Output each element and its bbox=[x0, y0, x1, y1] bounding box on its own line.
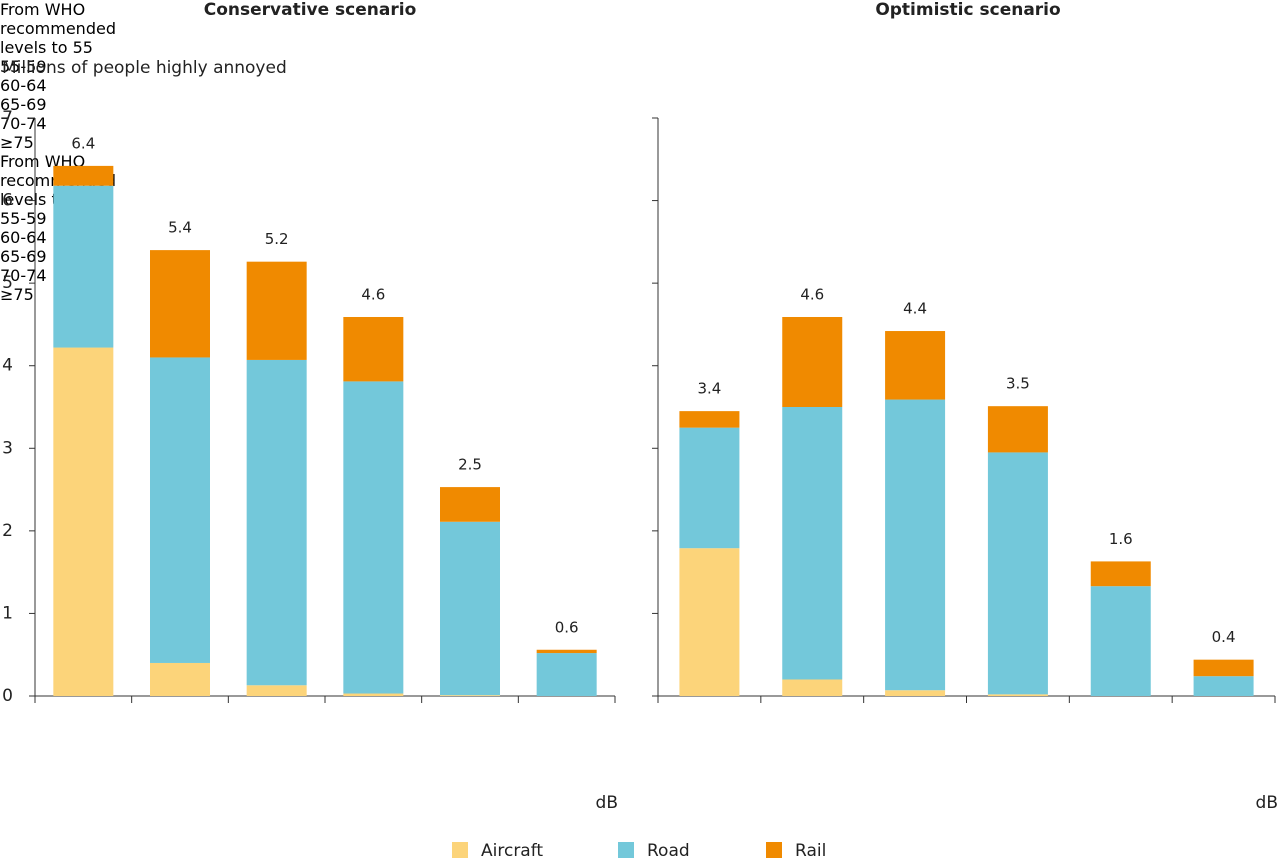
x-tick-label: ≥75 bbox=[0, 285, 34, 304]
bar-segment bbox=[150, 357, 210, 663]
x-tick-label: From WHO recommended levels to 55 bbox=[0, 0, 116, 57]
bar-segment bbox=[440, 521, 500, 696]
bar-segment bbox=[246, 685, 307, 696]
legend-label: Aircraft bbox=[481, 841, 543, 859]
total-label: 1.6 bbox=[1109, 530, 1133, 548]
bar-segment bbox=[53, 165, 114, 186]
x-tick-label: ≥75 bbox=[0, 133, 34, 152]
bar-segment bbox=[343, 693, 404, 696]
y-tick-label: 4 bbox=[2, 356, 13, 376]
bar-segment bbox=[246, 261, 307, 360]
total-label: 0.6 bbox=[555, 618, 579, 636]
bar-segment bbox=[536, 653, 597, 696]
y-tick-label: 0 bbox=[2, 686, 13, 706]
bar-segment bbox=[53, 185, 114, 348]
legend-label: Road bbox=[647, 841, 690, 859]
total-label: 5.2 bbox=[265, 230, 289, 248]
bar-segment bbox=[246, 359, 307, 686]
x-tick-label: 65-69 bbox=[0, 95, 47, 114]
bar-segment bbox=[782, 316, 843, 407]
bar-segment bbox=[782, 679, 843, 696]
chart-title: Optimistic scenario bbox=[875, 0, 1060, 20]
bar-segment bbox=[885, 331, 946, 400]
total-label: 3.5 bbox=[1006, 375, 1030, 393]
bar-segment bbox=[885, 399, 946, 691]
x-axis-label: dB bbox=[1256, 793, 1278, 813]
bar-segment bbox=[53, 347, 114, 696]
legend-swatch bbox=[766, 842, 782, 858]
total-label: 6.4 bbox=[71, 134, 95, 152]
y-tick-label: 6 bbox=[2, 191, 13, 211]
legend-swatch bbox=[452, 842, 468, 858]
bar-segment bbox=[1193, 659, 1254, 677]
total-label: 0.4 bbox=[1212, 628, 1236, 646]
bar-segment bbox=[1193, 676, 1254, 696]
x-tick-label: 60-64 bbox=[0, 76, 47, 95]
bar-segment bbox=[987, 452, 1048, 695]
bar-segment bbox=[1090, 586, 1151, 696]
legend-swatch bbox=[618, 842, 634, 858]
bar-segment bbox=[1090, 561, 1151, 587]
y-tick-label: 3 bbox=[2, 438, 13, 458]
y-tick-label: 7 bbox=[2, 108, 13, 128]
bar-segment bbox=[150, 662, 210, 696]
bar-segment bbox=[679, 548, 740, 696]
bar-segment bbox=[987, 406, 1048, 453]
total-label: 2.5 bbox=[458, 456, 482, 474]
bar-segment bbox=[343, 381, 404, 694]
chart-title: Conservative scenario bbox=[204, 0, 417, 20]
bar-segment bbox=[782, 407, 843, 680]
total-label: 3.4 bbox=[697, 380, 721, 398]
bar-segment bbox=[679, 411, 740, 428]
y-tick-label: 2 bbox=[2, 521, 13, 541]
bar-segment bbox=[987, 694, 1048, 696]
bar-segment bbox=[343, 316, 404, 382]
x-tick-label: 55-59 bbox=[0, 57, 47, 76]
x-axis-label: dB bbox=[596, 793, 618, 813]
total-label: 5.4 bbox=[168, 219, 192, 237]
legend-label: Rail bbox=[795, 841, 826, 859]
bar-segment bbox=[440, 487, 500, 522]
y-tick-label: 1 bbox=[2, 603, 13, 623]
bar-segment bbox=[536, 649, 597, 654]
y-axis-label: Millions of people highly annoyed bbox=[2, 58, 287, 78]
y-tick-label: 5 bbox=[2, 273, 13, 293]
bar-segment bbox=[150, 250, 210, 358]
bar-segment bbox=[885, 690, 946, 696]
total-label: 4.6 bbox=[800, 285, 824, 303]
bar-segment bbox=[679, 427, 740, 549]
total-label: 4.4 bbox=[903, 300, 927, 318]
total-label: 4.6 bbox=[361, 285, 385, 303]
bar-segment bbox=[440, 695, 500, 696]
